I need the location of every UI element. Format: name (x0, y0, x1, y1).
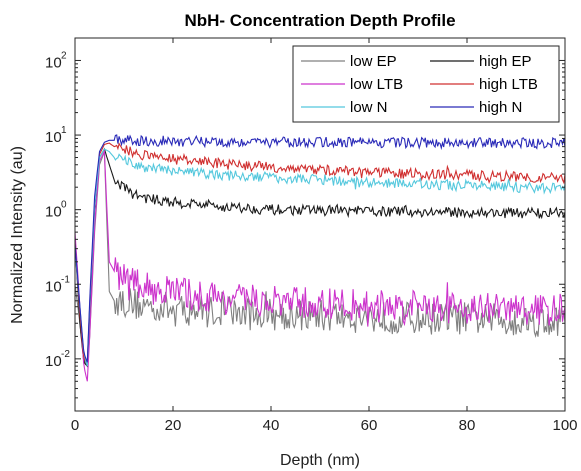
y-tick-base: 10 (45, 278, 62, 295)
x-tick-label: 20 (165, 417, 182, 434)
x-tick-label: 0 (71, 417, 79, 434)
legend-item-low-n: low N (301, 99, 388, 116)
legend-item-low-ltb: low LTB (301, 76, 403, 93)
legend-label: high N (479, 99, 522, 116)
legend-item-low-ep: low EP (301, 53, 397, 70)
series-line-high-n (75, 134, 565, 363)
legend-item-high-ltb: high LTB (430, 76, 538, 93)
x-tick-label: 80 (459, 417, 476, 434)
x-tick-label: 40 (263, 417, 280, 434)
legend: low EP high EP low LTB high LTB low N high N (292, 45, 560, 123)
y-tick-base: 10 (45, 129, 62, 146)
y-tick-label: 10 0 (45, 200, 67, 221)
series-line-high-ep (75, 147, 565, 368)
y-tick-base: 10 (45, 204, 62, 221)
series-line-low-n (75, 148, 565, 367)
y-tick-base: 10 (45, 353, 62, 370)
y-tick-label: 10 2 (45, 50, 67, 71)
y-tick-exponent: 0 (61, 200, 67, 211)
legend-label: low N (350, 99, 388, 116)
y-tick-exponent: 1 (61, 125, 67, 136)
series-line-low-ltb (75, 149, 565, 382)
x-tick-label: 100 (552, 417, 577, 434)
legend-item-high-ep: high EP (430, 53, 532, 70)
series-line-low-ep (75, 151, 565, 369)
legend-label: high EP (479, 53, 532, 70)
legend-label: low EP (350, 53, 397, 70)
y-tick-label: 10 -1 (45, 274, 70, 295)
series-line-high-ltb (75, 142, 565, 364)
chart-title: NbH- Concentration Depth Profile (184, 11, 455, 30)
x-axis-label: Depth (nm) (280, 452, 360, 469)
y-tick-exponent: 2 (61, 50, 67, 61)
legend-label: high LTB (479, 76, 538, 93)
legend-item-high-n: high N (430, 99, 522, 116)
y-tick-label: 10 -2 (45, 349, 70, 370)
axes-box (74, 37, 566, 412)
y-tick-exponent: -1 (61, 274, 70, 285)
y-tick-exponent: -2 (61, 349, 70, 360)
plot-area (75, 134, 565, 382)
x-tick-label: 60 (361, 417, 378, 434)
y-axis-label: Normalized Intensity (au) (9, 146, 26, 324)
y-tick-base: 10 (45, 54, 62, 71)
y-tick-label: 10 1 (45, 125, 67, 146)
legend-label: low LTB (350, 76, 403, 93)
